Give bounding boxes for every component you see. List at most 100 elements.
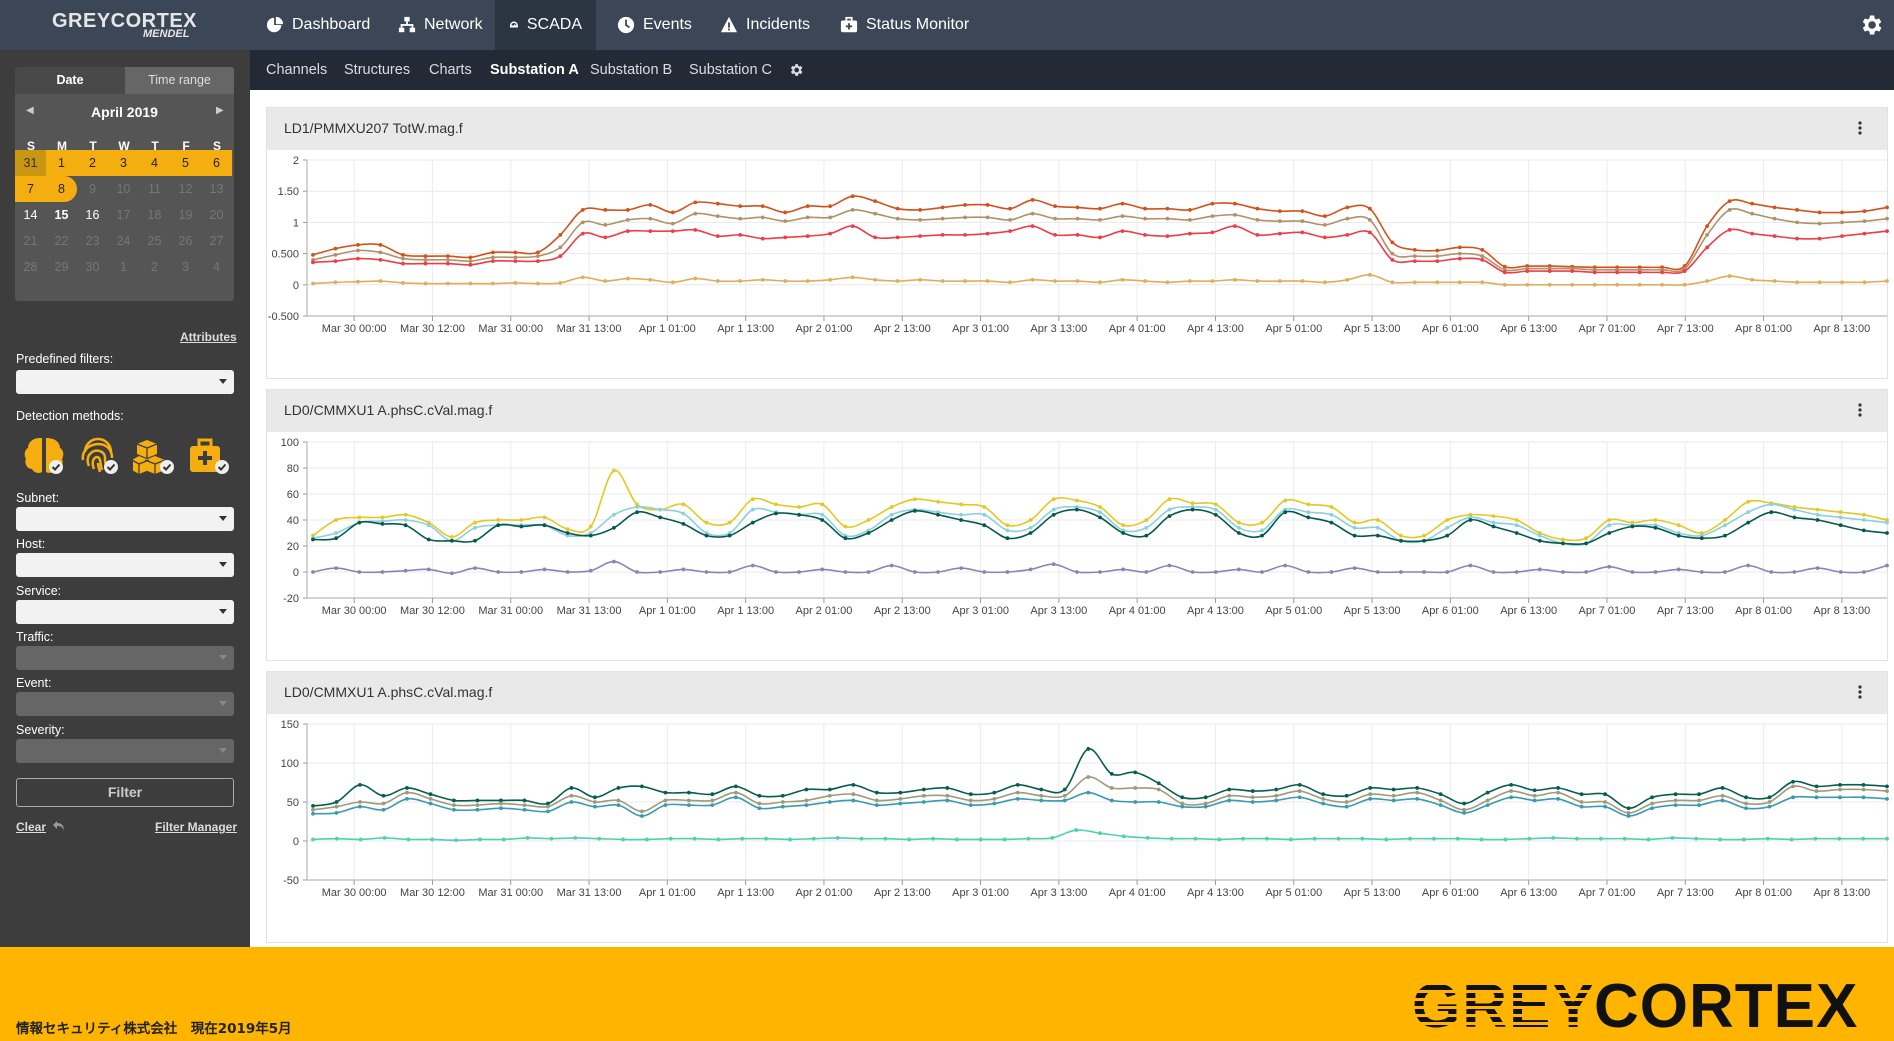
calendar-day[interactable]: 22 bbox=[54, 234, 69, 248]
series-line[interactable] bbox=[312, 748, 1888, 809]
calendar-day[interactable]: 12 bbox=[178, 182, 193, 196]
calendar-day[interactable]: 15 bbox=[54, 208, 69, 222]
service-select[interactable] bbox=[16, 600, 234, 624]
nav-status-monitor[interactable]: Status Monitor bbox=[826, 0, 983, 50]
nav-events[interactable]: Events bbox=[603, 0, 706, 50]
attributes-link[interactable]: Attributes bbox=[180, 330, 237, 344]
data-point bbox=[449, 535, 454, 539]
settings-gear-icon[interactable] bbox=[1858, 12, 1884, 38]
filter-manager-link[interactable]: Filter Manager bbox=[155, 820, 238, 834]
data-point bbox=[873, 277, 878, 282]
traffic-select[interactable] bbox=[16, 646, 234, 670]
subnav-substation-b[interactable]: Substation B bbox=[590, 62, 673, 78]
x-tick-label: Mar 31 00:00 bbox=[478, 887, 543, 899]
subnet-select[interactable] bbox=[16, 507, 234, 531]
medkit-detection-icon[interactable] bbox=[188, 436, 232, 476]
calendar-day[interactable]: 30 bbox=[85, 260, 100, 274]
calendar-day[interactable]: 7 bbox=[15, 176, 46, 202]
data-point bbox=[1699, 536, 1704, 541]
nav-dashboard[interactable]: Dashboard bbox=[252, 0, 384, 50]
kebab-menu-icon[interactable] bbox=[1857, 684, 1863, 700]
predefined-filters-select[interactable] bbox=[16, 370, 234, 394]
calendar-day[interactable]: 16 bbox=[85, 208, 100, 222]
subnav-charts[interactable]: Charts bbox=[429, 62, 472, 78]
calendar-day[interactable]: 31 bbox=[15, 150, 46, 176]
calendar-day[interactable]: 29 bbox=[54, 260, 69, 274]
series-line[interactable] bbox=[312, 508, 1888, 546]
calendar-day[interactable]: 19 bbox=[178, 208, 193, 222]
calendar-day[interactable]: 21 bbox=[23, 234, 38, 248]
calendar-day[interactable]: 2 bbox=[151, 260, 158, 274]
data-point bbox=[1165, 206, 1170, 211]
calendar-day[interactable]: 1 bbox=[46, 150, 77, 176]
tab-date[interactable]: Date bbox=[15, 67, 125, 94]
nav-scada[interactable]: SCADA bbox=[495, 0, 596, 50]
prev-month-icon[interactable]: ◀ bbox=[26, 105, 34, 116]
fingerprint-detection-icon[interactable] bbox=[77, 436, 121, 476]
data-point bbox=[1236, 520, 1241, 525]
data-point bbox=[1837, 836, 1842, 841]
subnav-gear-icon[interactable] bbox=[788, 62, 804, 78]
severity-select[interactable] bbox=[16, 739, 234, 763]
data-point bbox=[945, 793, 950, 798]
calendar-day[interactable]: 17 bbox=[116, 208, 131, 222]
data-point bbox=[639, 814, 644, 818]
data-point bbox=[1051, 507, 1056, 512]
calendar-day[interactable]: 28 bbox=[23, 260, 38, 274]
calendar-day[interactable]: 27 bbox=[209, 234, 224, 248]
kebab-menu-icon[interactable] bbox=[1857, 402, 1863, 418]
calendar-day[interactable]: 6 bbox=[201, 150, 232, 176]
data-point bbox=[1074, 507, 1079, 512]
data-point bbox=[955, 837, 959, 842]
calendar-day[interactable]: 24 bbox=[116, 234, 131, 248]
ml-brain-detection-icon[interactable] bbox=[22, 436, 66, 476]
series-line[interactable] bbox=[312, 776, 1888, 814]
data-point bbox=[912, 509, 917, 513]
undo-icon[interactable] bbox=[52, 820, 65, 832]
calendar-day[interactable]: 10 bbox=[116, 182, 131, 196]
calendar-day[interactable]: 2 bbox=[77, 150, 108, 176]
event-select[interactable] bbox=[16, 692, 234, 716]
calendar-day[interactable]: 5 bbox=[170, 150, 201, 176]
host-select[interactable] bbox=[16, 553, 234, 577]
series-line[interactable] bbox=[312, 225, 1888, 275]
calendar-day[interactable]: 18 bbox=[147, 208, 162, 222]
data-point bbox=[490, 281, 495, 286]
cubes-detection-icon[interactable] bbox=[133, 436, 177, 476]
next-month-icon[interactable]: ▶ bbox=[216, 105, 224, 116]
calendar-day[interactable]: 11 bbox=[148, 182, 161, 196]
data-point bbox=[1746, 510, 1751, 515]
calendar-day[interactable]: 14 bbox=[23, 208, 38, 222]
calendar-day[interactable]: 4 bbox=[213, 260, 220, 274]
subnav-substation-a[interactable]: Substation A bbox=[490, 62, 579, 78]
calendar-day[interactable]: 25 bbox=[147, 234, 162, 248]
calendar-day[interactable]: 1 bbox=[120, 260, 127, 274]
greycortex-logo[interactable]: GREYCORTEX MENDEL bbox=[0, 0, 250, 50]
data-point bbox=[1352, 525, 1357, 530]
subnav-channels[interactable]: Channels bbox=[266, 62, 328, 78]
nav-network[interactable]: Network bbox=[384, 0, 497, 50]
calendar-day[interactable]: 3 bbox=[108, 150, 139, 176]
calendar-day[interactable]: 23 bbox=[85, 234, 100, 248]
calendar-day[interactable]: 9 bbox=[89, 182, 96, 196]
nav-incidents[interactable]: Incidents bbox=[706, 0, 824, 50]
subnav-substation-c[interactable]: Substation C bbox=[689, 62, 773, 78]
calendar-day[interactable]: 8 bbox=[46, 176, 77, 202]
calendar-day[interactable]: 20 bbox=[209, 208, 224, 222]
data-point bbox=[1188, 231, 1192, 236]
data-point bbox=[1767, 795, 1772, 800]
calendar-day[interactable]: 13 bbox=[209, 182, 224, 196]
nav-dashboard-label: Dashboard bbox=[292, 16, 371, 33]
filter-button[interactable]: Filter bbox=[16, 778, 234, 807]
clear-link[interactable]: Clear bbox=[16, 820, 47, 834]
calendar-day[interactable]: 26 bbox=[178, 234, 193, 248]
data-point bbox=[1412, 247, 1417, 252]
data-point bbox=[982, 523, 987, 528]
calendar-day[interactable]: 4 bbox=[139, 150, 170, 176]
calendar-day[interactable]: 3 bbox=[182, 260, 189, 274]
kebab-menu-icon[interactable] bbox=[1857, 120, 1863, 136]
scada-charts-area: LD1/PMMXU207 TotW.mag.f -0.500 0 0.500 1 1.5… bbox=[250, 90, 1894, 947]
tab-time-range[interactable]: Time range bbox=[125, 67, 234, 94]
series-line[interactable] bbox=[312, 791, 1888, 817]
subnav-structures[interactable]: Structures bbox=[344, 62, 411, 78]
